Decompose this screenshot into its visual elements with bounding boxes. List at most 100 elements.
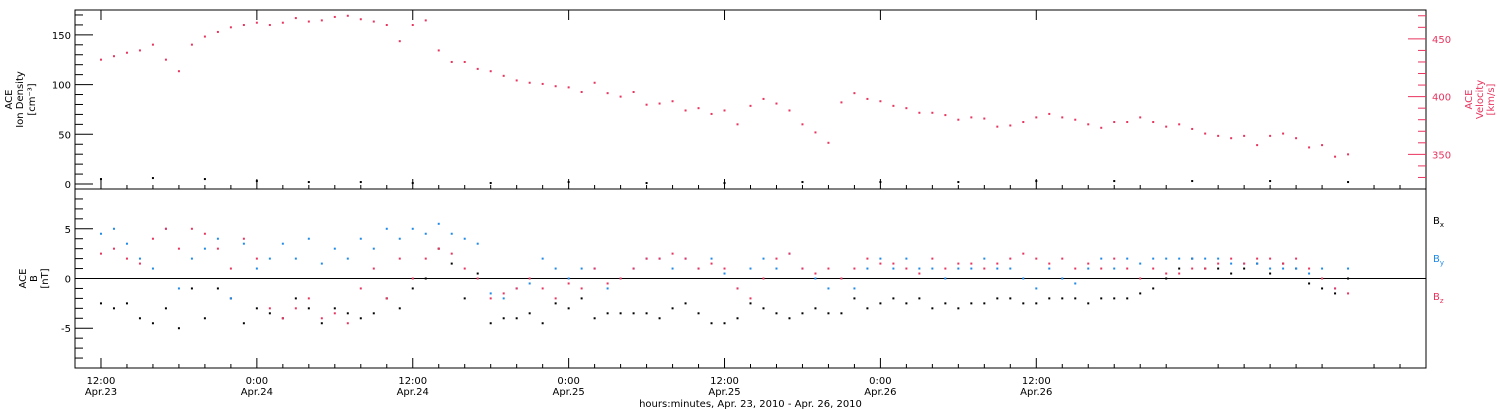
Bz-point xyxy=(697,267,700,270)
By-point xyxy=(814,277,817,280)
By-point xyxy=(281,242,284,245)
Bx-point xyxy=(1009,297,1012,300)
Bx-point xyxy=(138,317,141,320)
By-point xyxy=(1009,267,1012,270)
Bx-point xyxy=(1308,282,1311,285)
velocity-point xyxy=(1204,132,1207,135)
velocity-point xyxy=(892,104,895,107)
time-axis-label: hours:minutes, Apr. 23, 2010 - Apr. 26, … xyxy=(639,399,862,410)
By-point xyxy=(190,257,193,260)
By-point xyxy=(541,257,544,260)
Bx-point xyxy=(346,312,349,315)
By-point xyxy=(216,237,219,240)
velocity-point xyxy=(918,111,921,114)
velocity-point xyxy=(1256,144,1259,147)
Bx-point xyxy=(541,322,544,325)
velocity-point xyxy=(827,141,830,144)
Bx-point xyxy=(957,307,960,310)
velocity-point xyxy=(996,125,999,128)
velocity-point xyxy=(255,21,258,24)
field-tick-label: 5 xyxy=(65,225,71,236)
velocity-point xyxy=(710,112,713,115)
Bz-point xyxy=(320,317,323,320)
velocity-point xyxy=(749,104,752,107)
Bz-point xyxy=(489,297,492,300)
By-point xyxy=(554,267,557,270)
Bx-point xyxy=(463,297,466,300)
Bx-point xyxy=(905,302,908,305)
Bx-point xyxy=(931,307,934,310)
velocity-point xyxy=(931,111,934,114)
By-point xyxy=(983,257,986,260)
Bz-point xyxy=(983,267,986,270)
velocity-point xyxy=(840,101,843,104)
Bx-point xyxy=(411,287,414,290)
Bx-point xyxy=(853,297,856,300)
Bx-point xyxy=(983,302,986,305)
Bz-point xyxy=(684,257,687,260)
Bz-point xyxy=(567,282,570,285)
Bz-point xyxy=(1152,267,1155,270)
Bz-point xyxy=(762,277,765,280)
By-point xyxy=(762,257,765,260)
Bz-point xyxy=(1074,267,1077,270)
By-point xyxy=(1035,287,1038,290)
Bz-point xyxy=(398,257,401,260)
Bz-point xyxy=(710,262,713,265)
velocity-point xyxy=(905,107,908,110)
By-point xyxy=(1074,282,1077,285)
Bz-point xyxy=(723,267,726,270)
By-point xyxy=(450,232,453,235)
velocity-point xyxy=(970,116,973,119)
time-tick-label: 12:00 xyxy=(398,376,427,387)
By-point xyxy=(112,227,115,230)
field-axis-label-line3: [nT] xyxy=(40,268,51,288)
Bz-point xyxy=(1256,257,1259,260)
velocity-point xyxy=(229,26,232,29)
velocity-point xyxy=(762,97,765,100)
velocity-point xyxy=(1334,155,1337,158)
By-point xyxy=(1126,257,1129,260)
Bz-point xyxy=(580,287,583,290)
velocity-point xyxy=(1048,112,1051,115)
Bz-point xyxy=(151,237,154,240)
By-point xyxy=(307,237,310,240)
bottom-panel-ticks: -5 0 5 xyxy=(61,198,93,359)
time-tick-label: 0:00 xyxy=(246,376,268,387)
By-point xyxy=(359,237,362,240)
velocity-point xyxy=(697,107,700,110)
By-point xyxy=(957,267,960,270)
velocity-point xyxy=(1022,121,1025,124)
Bx-point xyxy=(762,307,765,310)
velocity-point xyxy=(619,95,622,98)
By-point xyxy=(866,267,869,270)
Bz-point xyxy=(1113,257,1116,260)
Bx-point xyxy=(502,317,505,320)
By-point xyxy=(749,267,752,270)
By-point xyxy=(99,232,102,235)
By-point xyxy=(138,257,141,260)
Bz-point xyxy=(294,307,297,310)
Bx-point xyxy=(554,302,557,305)
time-tick-label: 12:00 xyxy=(710,376,739,387)
velocity-point xyxy=(788,109,791,112)
Bz-point xyxy=(307,297,310,300)
field-axis-label: ACE B [nT] xyxy=(18,268,51,288)
By-point xyxy=(255,267,258,270)
By-point xyxy=(892,267,895,270)
bottom-panel-marks xyxy=(99,222,1350,330)
field-axis-label-line2: B xyxy=(29,275,40,282)
Bz-point xyxy=(190,227,193,230)
Bx-point xyxy=(190,287,193,290)
velocity-point xyxy=(580,90,583,93)
Bx-point xyxy=(684,302,687,305)
Bx-point xyxy=(151,322,154,325)
Bz-point xyxy=(944,267,947,270)
Bx-point xyxy=(879,302,882,305)
Bz-point xyxy=(853,267,856,270)
velocity-point xyxy=(1126,121,1129,124)
velocity-point xyxy=(983,117,986,120)
velocity-point xyxy=(645,103,648,106)
velocity-point xyxy=(164,58,167,61)
density-point xyxy=(1191,180,1194,183)
